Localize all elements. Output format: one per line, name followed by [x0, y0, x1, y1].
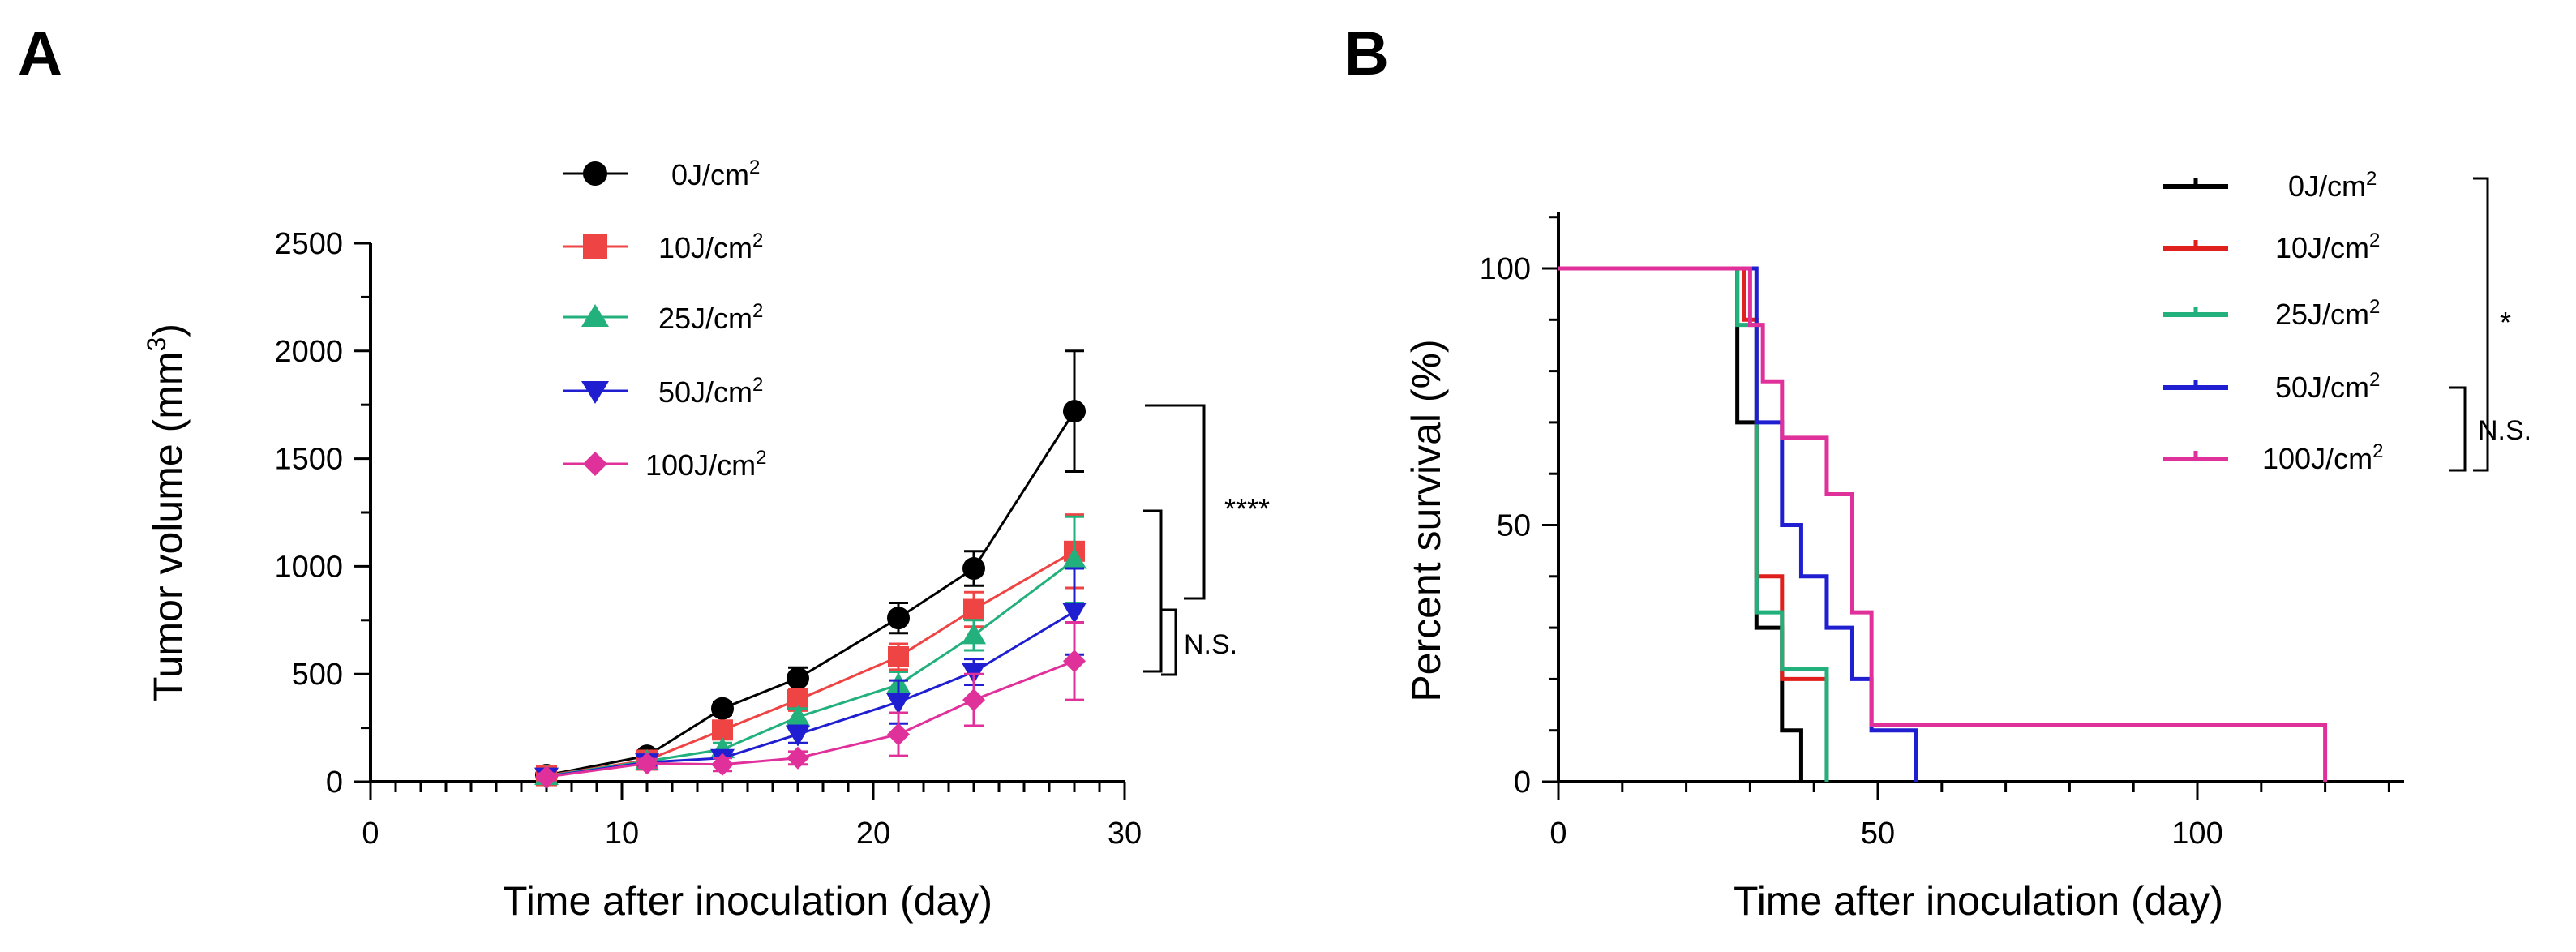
- a-series-4: [535, 620, 1086, 789]
- a-x-tick-label: 10: [605, 817, 639, 851]
- b-x-tick-label: 0: [1549, 817, 1567, 851]
- b-legend: 0J/cm2 10J/cm2 25J/cm2 50J/cm2 100J/cm2: [2163, 168, 2383, 475]
- a-data-point: [963, 598, 984, 620]
- a-data-point: [962, 557, 985, 581]
- a-data-point: [636, 752, 658, 775]
- a-x-tick-label: 20: [856, 817, 890, 851]
- a-data-point: [1063, 650, 1086, 673]
- b-series-group: [1558, 266, 2328, 782]
- a-series-line: [546, 410, 1076, 777]
- a-data-point: [711, 697, 734, 720]
- a-series-group: [534, 349, 1087, 789]
- a-legend-item-4: 100J/cm2: [563, 447, 766, 482]
- a-data-point: [888, 645, 909, 667]
- svg-text:50J/cm2: 50J/cm2: [658, 374, 763, 409]
- b-x-axis-title: Time after inoculation (day): [1734, 878, 2223, 924]
- a-data-point: [786, 705, 810, 727]
- a-data-point: [787, 746, 809, 770]
- a-data-point: [887, 607, 910, 630]
- a-y-tick-label: 0: [326, 765, 343, 800]
- a-series-1: [536, 513, 1085, 787]
- b-y-ticks: 0 50 100: [1480, 216, 1558, 800]
- a-series-line: [546, 550, 1075, 778]
- a-series-0: [535, 349, 1086, 787]
- a-data-point: [787, 667, 809, 690]
- b-legend-item-3: 50J/cm2: [2163, 369, 2380, 404]
- b-annotation-star: *: [2500, 306, 2511, 339]
- a-x-tick-label: 0: [362, 817, 379, 851]
- a-legend-item-2: 25J/cm2: [563, 300, 763, 335]
- svg-text:10J/cm2: 10J/cm2: [2275, 229, 2380, 264]
- svg-text:10J/cm2: 10J/cm2: [658, 229, 763, 264]
- b-significance-brackets: * N.S.: [2449, 177, 2531, 472]
- a-data-point: [711, 753, 734, 776]
- panel-a-tumor-volume-chart: 0 10 20 30 0 500 1000 1500 2000 2500 Tumor volum…: [142, 157, 1270, 924]
- a-y-ticks: 0 500 1000 1500 2000 2500: [274, 227, 371, 800]
- svg-text:100J/cm2: 100J/cm2: [645, 447, 766, 482]
- a-data-point: [786, 725, 810, 747]
- panel-b-survival-chart: 0 50 100 0 50 100 Percent survival (%) Time …: [1404, 168, 2531, 924]
- a-data-point: [1063, 400, 1086, 423]
- a-x-tick-label: 30: [1108, 817, 1142, 851]
- b-survival-curve-2: [1558, 266, 1829, 782]
- b-x-ticks: 0 50 100: [1549, 782, 2390, 851]
- a-y-tick-label: 2500: [274, 227, 343, 261]
- a-data-point: [886, 693, 911, 714]
- a-legend-item-3: 50J/cm2: [563, 374, 763, 409]
- a-data-point: [887, 723, 910, 746]
- a-series-2: [534, 515, 1087, 786]
- a-y-tick-label: 500: [292, 658, 343, 692]
- svg-text:100J/cm2: 100J/cm2: [2262, 440, 2383, 475]
- svg-text:0J/cm2: 0J/cm2: [671, 157, 760, 191]
- b-y-tick-label: 100: [1480, 252, 1531, 286]
- a-y-tick-label: 1500: [274, 443, 343, 477]
- a-data-point: [1062, 603, 1087, 624]
- b-annotation-ns: N.S.: [2478, 415, 2531, 446]
- a-annotation-stars: ****: [1224, 492, 1270, 525]
- svg-text:0J/cm2: 0J/cm2: [2288, 168, 2377, 203]
- b-axes: [1557, 212, 2404, 783]
- b-legend-item-0: 0J/cm2: [2163, 168, 2377, 203]
- b-y-tick-label: 0: [1514, 765, 1531, 800]
- a-legend-item-1: 10J/cm2: [563, 229, 763, 264]
- b-y-tick-label: 50: [1497, 509, 1531, 543]
- panel-a-label: A: [18, 19, 62, 88]
- b-y-axis-title: Percent survival (%): [1404, 339, 1449, 701]
- svg-text:25J/cm2: 25J/cm2: [2275, 296, 2380, 331]
- a-legend: 0J/cm2 10J/cm2 25J/cm2 50J/cm2 100J/cm2: [563, 157, 766, 482]
- a-annotation-ns: N.S.: [1184, 629, 1237, 660]
- svg-text:50J/cm2: 50J/cm2: [2275, 369, 2380, 404]
- a-y-tick-label: 2000: [274, 335, 343, 369]
- a-data-point: [962, 623, 986, 645]
- a-data-point: [535, 765, 558, 789]
- b-legend-item-1: 10J/cm2: [2163, 229, 2380, 264]
- b-survival-curve-4: [1558, 266, 2328, 782]
- panel-b-label: B: [1344, 19, 1389, 88]
- b-x-tick-label: 100: [2171, 817, 2222, 851]
- b-x-tick-label: 50: [1861, 817, 1895, 851]
- a-y-axis-title: Tumor volume (mm3): [142, 324, 191, 701]
- a-significance-brackets: **** N.S.: [1143, 404, 1270, 676]
- a-data-point: [712, 719, 733, 741]
- a-x-axis-title: Time after inoculation (day): [503, 878, 992, 924]
- a-data-point: [962, 688, 985, 712]
- a-data-point: [1062, 547, 1087, 569]
- b-legend-item-2: 25J/cm2: [2163, 296, 2380, 331]
- a-series-line: [546, 559, 1075, 778]
- a-legend-item-0: 0J/cm2: [563, 157, 760, 191]
- a-y-tick-label: 1000: [274, 550, 343, 584]
- b-legend-item-4: 100J/cm2: [2163, 440, 2383, 475]
- svg-text:25J/cm2: 25J/cm2: [658, 300, 763, 335]
- a-x-ticks: 0 10 20 30: [362, 782, 1142, 851]
